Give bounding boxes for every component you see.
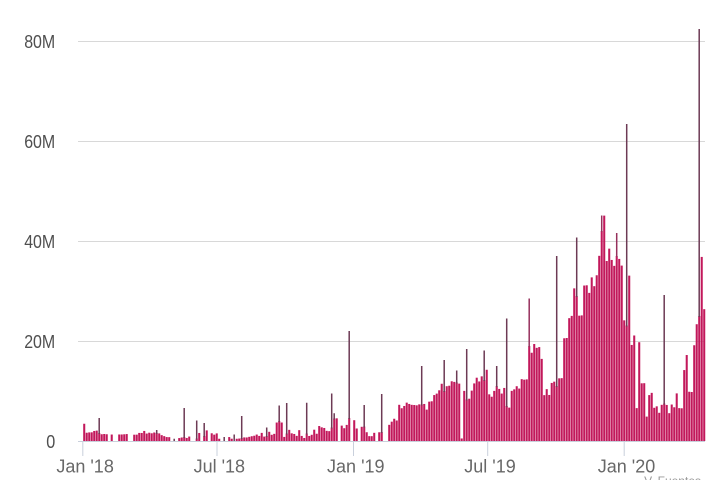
- svg-text:20M: 20M: [24, 332, 55, 352]
- svg-text:80M: 80M: [24, 32, 55, 52]
- svg-text:Jan '19: Jan '19: [327, 456, 384, 476]
- svg-text:V. Fuentes: V. Fuentes: [644, 474, 701, 480]
- svg-text:60M: 60M: [24, 132, 55, 152]
- svg-text:Jan '18: Jan '18: [56, 456, 113, 476]
- svg-text:40M: 40M: [24, 232, 55, 252]
- svg-text:0: 0: [46, 432, 55, 452]
- svg-text:Jan '20: Jan '20: [598, 456, 655, 476]
- svg-text:Jul '18: Jul '18: [194, 456, 245, 476]
- svg-text:Jul '19: Jul '19: [464, 456, 515, 476]
